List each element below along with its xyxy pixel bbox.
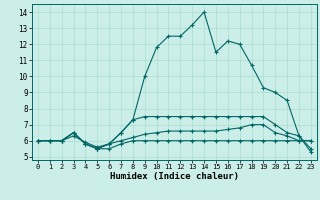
X-axis label: Humidex (Indice chaleur): Humidex (Indice chaleur) [110, 172, 239, 181]
